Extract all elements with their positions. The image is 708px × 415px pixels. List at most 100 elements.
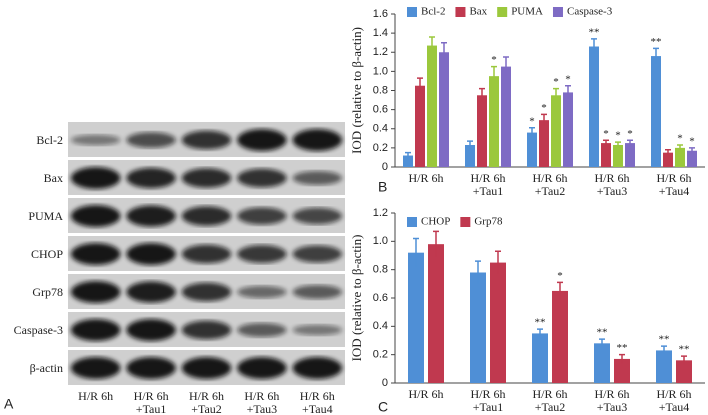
y-tick-label: 1.0	[373, 65, 388, 77]
blot-band	[292, 245, 342, 263]
y-tick-label: 1.2	[373, 46, 388, 58]
error-bar	[591, 38, 597, 55]
significance-mark: *	[677, 133, 683, 145]
significance-mark: *	[553, 76, 559, 88]
error-bar	[615, 141, 621, 148]
significance-mark: *	[603, 128, 609, 140]
x-tick-label: H/R 6h +Tau3	[594, 387, 630, 414]
blot-band	[181, 244, 232, 264]
error-bar	[681, 355, 687, 365]
blot-band	[237, 245, 287, 263]
error-bar	[479, 87, 485, 102]
blot-band	[181, 357, 232, 379]
significance-mark: **	[651, 36, 662, 48]
significance-mark: **	[659, 334, 670, 346]
blot-row-label: Bax	[44, 171, 63, 185]
blot-band	[126, 357, 176, 379]
blot-band	[126, 319, 176, 341]
x-tick-label: H/R 6h +Tau3	[594, 171, 630, 198]
legend-swatch	[407, 7, 417, 17]
error-bar	[603, 139, 609, 146]
error-bar	[467, 140, 473, 149]
legend-label: Caspase-3	[567, 6, 613, 18]
legend-swatch	[497, 7, 508, 17]
y-tick-label: 1.2	[373, 207, 388, 219]
error-bar	[627, 139, 633, 146]
bar	[403, 155, 413, 167]
blot-band	[292, 285, 342, 299]
significance-mark: *	[529, 115, 535, 127]
blot-band	[71, 357, 121, 379]
significance-mark: *	[557, 270, 563, 282]
x-tick-label: H/R 6h	[408, 387, 444, 401]
error-bar	[677, 144, 683, 151]
bar	[687, 150, 697, 167]
y-tick-label: 0.4	[373, 320, 388, 332]
blot-band	[237, 168, 287, 188]
legend-label: Bcl-2	[421, 6, 445, 18]
blot-band	[292, 207, 342, 225]
blot-row-label: Grp78	[32, 285, 63, 299]
blot-lane-label: H/R 6h +Tau3	[244, 389, 280, 415]
error-bar	[495, 250, 501, 274]
bar	[465, 145, 475, 167]
error-bar	[541, 113, 547, 126]
significance-mark: *	[627, 128, 633, 140]
blot-band	[292, 324, 342, 336]
bar	[594, 343, 610, 383]
legend-label: Bax	[469, 6, 487, 18]
bar	[439, 52, 449, 167]
y-tick-label: 1.6	[373, 8, 388, 20]
blot-band	[126, 132, 176, 148]
error-bar	[503, 56, 509, 77]
error-bar	[417, 77, 423, 94]
error-bar	[661, 345, 667, 355]
bar	[490, 262, 506, 383]
bar	[501, 66, 511, 167]
x-tick-label: H/R 6h +Tau1	[470, 387, 506, 414]
legend-label: Grp78	[474, 216, 503, 228]
blot-band	[292, 129, 342, 151]
significance-mark: **	[679, 344, 690, 356]
x-tick-label: H/R 6h +Tau2	[532, 387, 568, 414]
error-bar	[653, 47, 659, 64]
bar	[625, 143, 635, 167]
bar	[651, 56, 661, 168]
bar	[676, 360, 692, 383]
bar	[539, 120, 549, 167]
blot-band	[181, 168, 232, 188]
y-tick-label: 0.6	[373, 104, 388, 116]
blot-band	[71, 319, 121, 341]
error-bar	[537, 328, 543, 338]
bar	[477, 95, 487, 167]
legend-label: PUMA	[511, 6, 543, 18]
blot-band	[71, 134, 121, 146]
error-bar	[565, 84, 571, 100]
y-tick-label: 1.4	[373, 27, 388, 39]
blot-band	[71, 167, 121, 189]
significance-mark: *	[491, 54, 497, 66]
blot-lane-label: H/R 6h +Tau4	[299, 389, 335, 415]
y-tick-label: 1.0	[373, 235, 388, 247]
error-bar	[689, 147, 695, 154]
x-tick-label: H/R 6h +Tau1	[470, 171, 506, 198]
x-tick-label: H/R 6h +Tau4	[656, 387, 692, 414]
x-tick-label: H/R 6h +Tau2	[532, 171, 568, 198]
legend-swatch	[552, 7, 563, 17]
blot-row-label: β-actin	[30, 361, 63, 375]
blot-band	[237, 207, 287, 225]
blot-band	[126, 281, 176, 303]
blot-lane-label: H/R 6h +Tau2	[188, 389, 224, 415]
error-bar	[599, 338, 605, 348]
blot-row-label: Bcl-2	[36, 133, 63, 147]
x-tick-label: H/R 6h +Tau4	[656, 171, 692, 198]
significance-mark: **	[597, 327, 608, 339]
bar	[489, 76, 499, 167]
significance-mark: **	[617, 342, 628, 354]
y-axis-label: IOD (relative to β-actin)	[349, 27, 364, 154]
error-bar	[441, 41, 447, 62]
panel-label: B	[378, 179, 387, 195]
bar	[408, 252, 424, 383]
